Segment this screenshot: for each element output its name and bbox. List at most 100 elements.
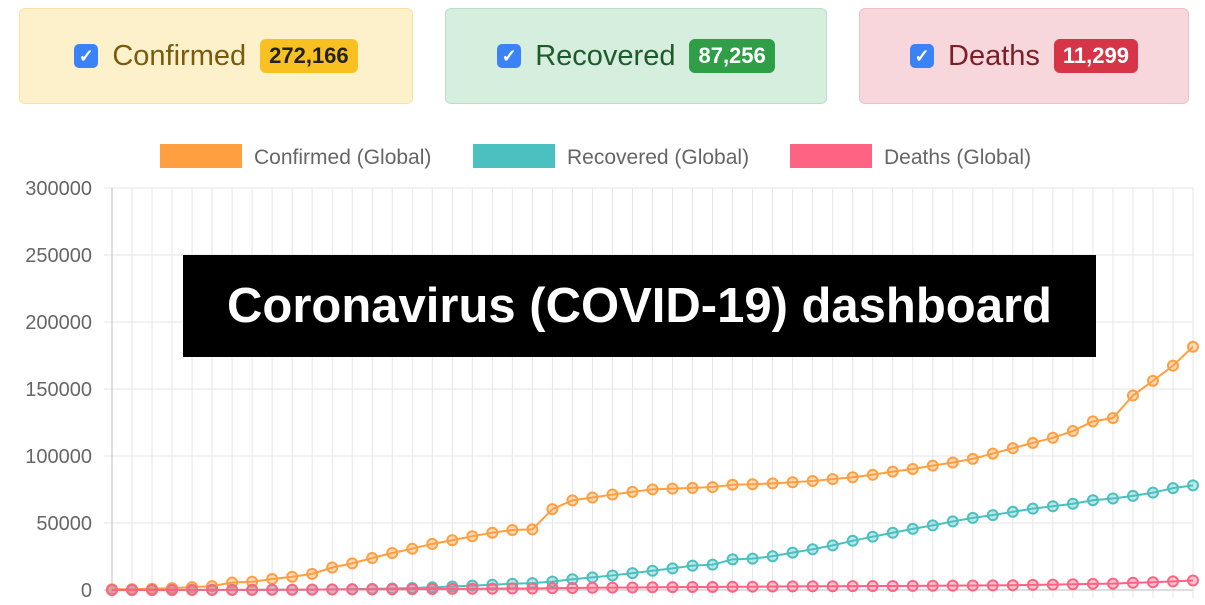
data-point — [526, 523, 539, 536]
data-point — [666, 482, 679, 495]
data-point — [346, 583, 359, 596]
data-point — [486, 526, 499, 539]
data-point — [1046, 500, 1059, 513]
data-point — [1066, 578, 1079, 591]
data-point — [1146, 576, 1159, 589]
data-point — [1026, 502, 1039, 515]
deaths-card[interactable]: ✓ Deaths 11,299 — [859, 8, 1189, 104]
data-point — [506, 582, 519, 595]
data-point — [406, 583, 419, 596]
data-point — [766, 580, 779, 593]
data-point — [546, 582, 559, 595]
data-point — [266, 572, 279, 585]
data-point — [366, 551, 379, 564]
data-point — [246, 583, 259, 596]
legend-swatch — [160, 144, 242, 168]
data-point — [1086, 494, 1099, 507]
deaths-count-badge: 11,299 — [1053, 39, 1138, 73]
confirmed-count-badge: 272,166 — [260, 39, 358, 73]
data-point — [946, 515, 959, 528]
data-point — [966, 579, 979, 592]
data-point — [986, 579, 999, 592]
data-point — [1146, 374, 1159, 387]
data-point — [686, 559, 699, 572]
recovered-card[interactable]: ✓ Recovered 87,256 — [445, 8, 827, 104]
deaths-label: Deaths — [948, 39, 1040, 72]
data-point — [246, 575, 259, 588]
y-tick-label: 250000 — [25, 245, 92, 267]
data-point — [586, 571, 599, 584]
data-point — [586, 581, 599, 594]
data-point — [946, 456, 959, 469]
data-point — [406, 542, 419, 555]
recovered-checkbox-icon[interactable]: ✓ — [497, 44, 522, 68]
data-point — [1106, 577, 1119, 590]
data-point — [606, 581, 619, 594]
deaths-checkbox-icon[interactable]: ✓ — [910, 44, 935, 68]
data-point — [886, 579, 899, 592]
data-point — [706, 481, 719, 494]
data-point — [646, 564, 659, 577]
legend-swatch — [473, 144, 555, 168]
data-point — [866, 530, 879, 543]
data-point — [186, 583, 199, 596]
data-point — [486, 582, 499, 595]
y-tick-label: 50000 — [36, 513, 92, 535]
data-point — [806, 474, 819, 487]
data-point — [466, 530, 479, 543]
data-point — [526, 582, 539, 595]
data-point — [346, 557, 359, 570]
data-point — [846, 580, 859, 593]
legend-label: Confirmed (Global) — [254, 146, 431, 169]
series-line — [111, 346, 1194, 591]
data-point — [726, 580, 739, 593]
y-tick-label: 200000 — [25, 312, 92, 334]
data-point — [786, 476, 799, 489]
line-chart: 0 50000 100000 150000 200000 250000 300000 Conf… — [25, 144, 1199, 602]
data-point — [206, 580, 219, 593]
data-point — [626, 567, 639, 580]
data-point — [646, 483, 659, 496]
data-point — [486, 578, 499, 591]
data-point — [706, 580, 719, 593]
data-point — [386, 546, 399, 559]
data-point — [1166, 482, 1179, 495]
dashboard-title-banner: Coronavirus (COVID-19) dashboard — [183, 255, 1096, 357]
series-line — [111, 579, 1194, 591]
data-point — [726, 553, 739, 566]
data-point — [826, 539, 839, 552]
data-point — [366, 583, 379, 596]
data-point — [506, 523, 519, 536]
data-point — [426, 537, 439, 550]
confirmed-card[interactable]: ✓ Confirmed 272,166 — [19, 8, 413, 104]
data-point — [986, 509, 999, 522]
data-point — [746, 478, 759, 491]
data-point — [1166, 359, 1179, 372]
recovered-count-badge: 87,256 — [689, 39, 775, 73]
data-point — [806, 543, 819, 556]
data-point — [826, 580, 839, 593]
data-point — [986, 447, 999, 460]
data-point — [566, 494, 579, 507]
data-point — [566, 573, 579, 586]
data-point — [666, 581, 679, 594]
data-point — [306, 583, 319, 596]
data-point — [746, 580, 759, 593]
data-point — [846, 471, 859, 484]
recovered-label: Recovered — [535, 39, 676, 72]
data-point — [766, 477, 779, 490]
data-point — [926, 519, 939, 532]
data-point — [1026, 578, 1039, 591]
data-point — [926, 579, 939, 592]
data-point — [1106, 412, 1119, 425]
data-point — [126, 583, 139, 596]
data-point — [466, 582, 479, 595]
data-point — [946, 579, 959, 592]
confirmed-checkbox-icon[interactable]: ✓ — [74, 44, 99, 68]
data-point — [686, 580, 699, 593]
legend-swatch — [790, 144, 872, 168]
data-point — [826, 473, 839, 486]
data-point — [426, 583, 439, 596]
data-point — [966, 452, 979, 465]
data-point — [266, 583, 279, 596]
